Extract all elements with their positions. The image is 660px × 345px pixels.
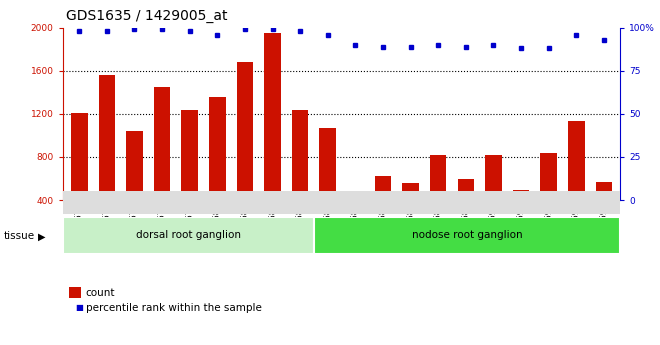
Text: ▶: ▶ — [38, 231, 46, 241]
Bar — [154, 87, 170, 243]
Bar — [314, 217, 620, 254]
Bar — [541, 152, 557, 243]
Bar — [595, 182, 612, 243]
Bar — [182, 110, 198, 243]
Text: GDS1635 / 1429005_at: GDS1635 / 1429005_at — [66, 9, 228, 23]
Text: ■: ■ — [75, 303, 83, 312]
Bar — [63, 217, 314, 254]
Text: count: count — [86, 288, 115, 297]
Bar — [319, 128, 336, 243]
Text: dorsal root ganglion: dorsal root ganglion — [136, 230, 241, 240]
Bar — [237, 62, 253, 243]
Bar — [209, 97, 226, 243]
Bar — [71, 113, 88, 243]
Bar — [457, 179, 474, 243]
Text: tissue: tissue — [3, 231, 34, 241]
Bar — [568, 121, 585, 243]
Text: percentile rank within the sample: percentile rank within the sample — [86, 303, 261, 313]
Bar — [430, 155, 446, 243]
Bar — [347, 194, 364, 243]
Bar — [292, 110, 308, 243]
Bar — [485, 155, 502, 243]
Bar — [126, 131, 143, 243]
Bar — [98, 75, 115, 243]
Text: nodose root ganglion: nodose root ganglion — [412, 230, 522, 240]
Bar — [403, 184, 419, 243]
Bar — [513, 190, 529, 243]
Bar — [264, 33, 280, 243]
Bar — [375, 176, 391, 243]
